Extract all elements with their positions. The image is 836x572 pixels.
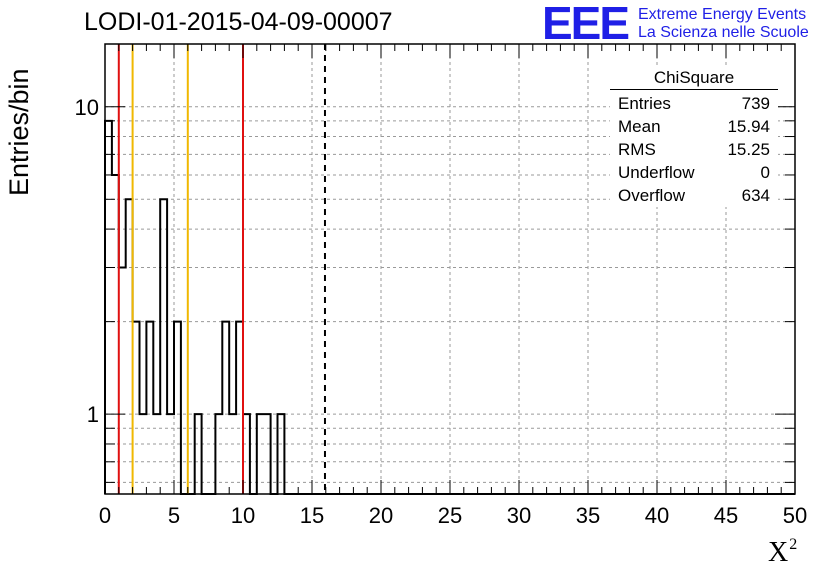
histogram-bin <box>105 121 112 494</box>
stats-row: Underflow 0 <box>610 161 778 184</box>
histogram-bin <box>146 322 153 494</box>
y-axis-label: Entries/bin <box>4 68 34 196</box>
stats-value: 15.25 <box>727 140 770 159</box>
stats-box: ChiSquare Entries 739 Mean 15.94 RMS 15.… <box>610 67 778 207</box>
histogram-bin <box>160 199 167 494</box>
histogram-bin <box>174 322 181 494</box>
stats-title: ChiSquare <box>610 67 778 90</box>
stats-value: 15.94 <box>727 117 770 136</box>
histogram-bin <box>222 322 229 494</box>
stats-label: Entries <box>618 94 671 113</box>
y-tick-label: 1 <box>87 402 99 427</box>
histogram-bin <box>126 199 133 494</box>
y-tick-label: 10 <box>75 95 99 120</box>
histogram-bin <box>236 322 243 494</box>
histogram-bin <box>133 322 140 494</box>
x-tick-label: 35 <box>576 503 600 528</box>
logo-line-2: La Scienza nelle Scuole <box>638 24 809 41</box>
stats-row: Overflow 634 <box>610 184 778 207</box>
stats-label: Overflow <box>618 186 686 205</box>
eee-logo: EEE Extreme Energy Events La Scienza nel… <box>542 0 832 49</box>
stats-label: Underflow <box>618 163 695 182</box>
x-tick-label: 15 <box>300 503 324 528</box>
stats-value: 634 <box>741 186 770 205</box>
chart-title: LODI-01-2015-04-09-00007 <box>84 8 393 36</box>
stats-row: Entries 739 <box>610 92 778 115</box>
x-axis-label: X2 <box>768 536 798 568</box>
stats-value: 739 <box>741 94 770 113</box>
x-tick-label: 20 <box>369 503 393 528</box>
logo-mark: EEE <box>542 0 630 49</box>
histogram-bin <box>112 175 119 494</box>
x-tick-label: 10 <box>231 503 255 528</box>
stats-row: RMS 15.25 <box>610 138 778 161</box>
x-tick-label: 0 <box>99 503 111 528</box>
x-tick-label: 45 <box>714 503 738 528</box>
stats-label: RMS <box>618 140 656 159</box>
histogram-bin <box>119 267 126 494</box>
logo-line-1: Extreme Energy Events <box>638 6 807 23</box>
stats-label: Mean <box>618 117 661 136</box>
stats-row: Mean 15.94 <box>610 115 778 138</box>
x-tick-label: 40 <box>645 503 669 528</box>
stats-value: 0 <box>760 163 770 182</box>
x-tick-label: 30 <box>507 503 531 528</box>
x-tick-label: 50 <box>783 503 807 528</box>
x-tick-label: 25 <box>438 503 462 528</box>
x-tick-label: 5 <box>168 503 180 528</box>
